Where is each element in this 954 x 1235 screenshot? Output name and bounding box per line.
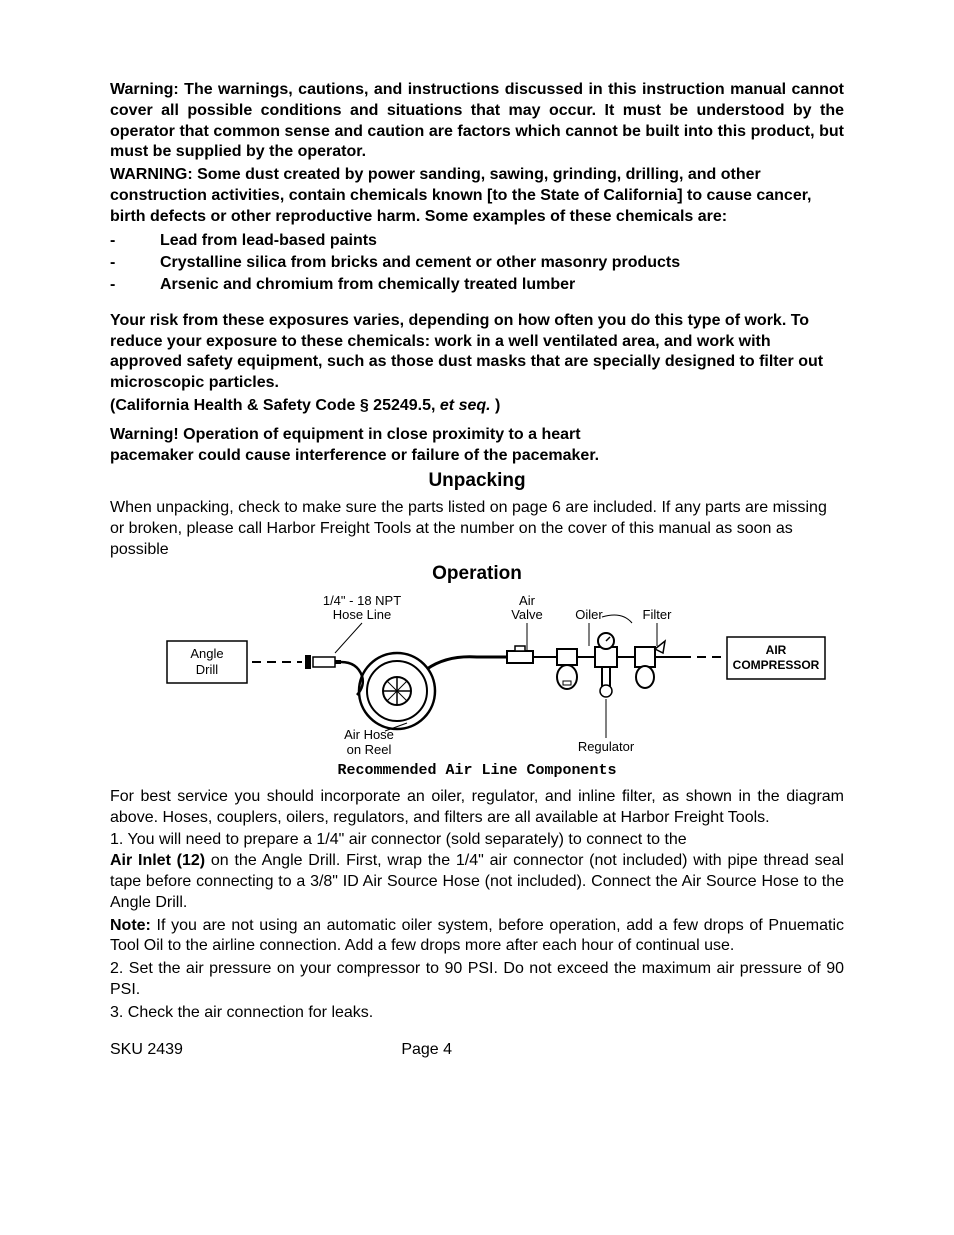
list-item: -Arsenic and chromium from chemically tr… <box>110 274 844 296</box>
document-page: Warning: The warnings, cautions, and ins… <box>0 0 954 1235</box>
heading-operation: Operation <box>110 563 844 585</box>
warning-general: Warning: The warnings, cautions, and ins… <box>110 80 844 163</box>
list-text: Lead from lead-based paints <box>160 230 377 252</box>
label-air-valve-1: Air <box>519 593 536 608</box>
code-ref-suffix: ) <box>491 397 501 414</box>
label-air-valve-2: Valve <box>511 607 543 622</box>
note-paragraph: Note: If you are not using an automatic … <box>110 916 844 958</box>
code-ref-italic: et seq. <box>440 397 491 414</box>
warning-dust: WARNING: Some dust created by power sand… <box>110 165 844 227</box>
label-npt: 1/4" - 18 NPT <box>323 593 401 608</box>
label-angle-drill-1: Angle <box>190 646 223 661</box>
label-compressor-2: COMPRESSOR <box>733 658 820 672</box>
page-footer: SKU 2439 Page 4 <box>110 1041 844 1059</box>
label-air-hose-1: Air Hose <box>344 727 394 742</box>
air-line-diagram: 1/4" - 18 NPT Hose Line Air Valve Oiler … <box>127 591 827 779</box>
label-filter: Filter <box>643 607 673 622</box>
list-item: -Lead from lead-based paints <box>110 230 844 252</box>
label-compressor-1: AIR <box>766 643 787 657</box>
unpacking-paragraph: When unpacking, check to make sure the p… <box>110 498 844 560</box>
note-text: If you are not using an automatic oiler … <box>110 917 844 955</box>
label-regulator: Regulator <box>578 739 635 754</box>
risk-paragraph: Your risk from these exposures varies, d… <box>110 311 844 394</box>
note-bold: Note: <box>110 917 151 934</box>
step-1-line1: 1. You will need to prepare a 1/4" air c… <box>110 830 844 851</box>
air-inlet-bold: Air Inlet (12) <box>110 852 205 869</box>
code-ref-prefix: (California Health & Safety Code § 25249… <box>110 397 440 414</box>
label-air-hose-2: on Reel <box>347 742 392 756</box>
footer-sku: SKU 2439 <box>110 1041 331 1059</box>
pacemaker-warning-line1: Warning! Operation of equipment in close… <box>110 425 844 446</box>
service-paragraph: For best service you should incorporate … <box>110 787 844 829</box>
footer-page-number: Page 4 <box>331 1041 622 1059</box>
step-2: 2. Set the air pressure on your compress… <box>110 959 844 1001</box>
step-1-rest: Air Inlet (12) on the Angle Drill. First… <box>110 851 844 913</box>
list-item: -Crystalline silica from bricks and ceme… <box>110 252 844 274</box>
diagram-caption: Recommended Air Line Components <box>127 762 827 779</box>
list-text: Crystalline silica from bricks and cemen… <box>160 252 680 274</box>
label-angle-drill-2: Drill <box>196 662 218 677</box>
pacemaker-warning-line2: pacemaker could cause interference or fa… <box>110 446 844 467</box>
chem-list: -Lead from lead-based paints -Crystallin… <box>110 230 844 297</box>
label-hose-line: Hose Line <box>333 607 392 622</box>
heading-unpacking: Unpacking <box>110 470 844 492</box>
step1-remainder: on the Angle Drill. First, wrap the 1/4"… <box>110 852 844 911</box>
code-reference: (California Health & Safety Code § 25249… <box>110 396 844 417</box>
label-oiler: Oiler <box>575 607 603 622</box>
list-text: Arsenic and chromium from chemically tre… <box>160 274 575 296</box>
step-3: 3. Check the air connection for leaks. <box>110 1003 844 1024</box>
